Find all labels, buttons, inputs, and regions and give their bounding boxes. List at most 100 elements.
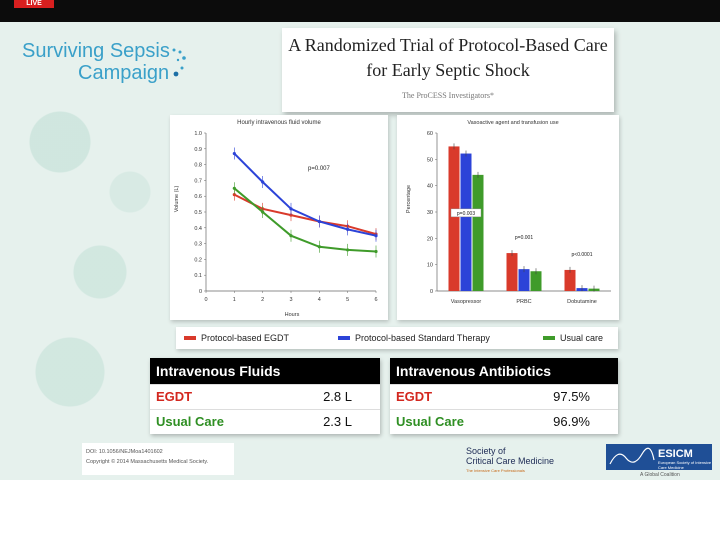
line-chart-y-tick-label: 0.9 xyxy=(194,147,202,153)
line-chart-x-tick-label: 4 xyxy=(318,297,321,303)
line-point xyxy=(346,227,350,231)
bar-2 xyxy=(472,174,484,291)
line-point xyxy=(289,213,293,217)
line-chart-y-tick-label: 0.7 xyxy=(194,178,202,184)
legend-swatch-standard xyxy=(338,336,350,340)
bar-2 xyxy=(530,271,542,291)
line-point xyxy=(261,210,265,214)
line-chart-y-tick-label: 0.1 xyxy=(194,273,202,279)
line-chart-y-tick-label: 0.6 xyxy=(194,194,202,200)
line-chart-y-tick-label: 0.2 xyxy=(194,257,202,263)
presentation-slide: Surviving Sepsis Campaign A Randomized T… xyxy=(0,22,720,480)
bar-0 xyxy=(564,269,576,291)
line-chart-pvalue: p=0.007 xyxy=(308,166,331,172)
antibiotics-label-egdt: EGDT xyxy=(396,389,433,404)
legend-item-standard: Protocol-based Standard Therapy xyxy=(338,333,490,343)
bar-pvalue-label: p<0.0001 xyxy=(572,252,593,258)
bar-chart-y-tick-label: 30 xyxy=(427,210,433,216)
slide-title-box: A Randomized Trial of Protocol-Based Car… xyxy=(282,28,614,112)
esicm-logo: ESICM European Society of Intensive Care… xyxy=(606,444,712,470)
bar-pvalue-label: p=0.001 xyxy=(515,235,533,241)
live-badge: LIVE xyxy=(14,0,54,8)
bar-0 xyxy=(448,146,460,291)
antibiotics-table: Intravenous Antibiotics EGDT 97.5% Usual… xyxy=(390,358,618,434)
line-point xyxy=(374,249,378,254)
esicm-name: ESICM xyxy=(658,448,693,460)
antibiotics-row-usual: Usual Care 96.9% xyxy=(390,409,618,434)
sccm-tagline: The Intensive Care Professionals xyxy=(466,468,525,473)
antibiotics-table-header: Intravenous Antibiotics xyxy=(390,358,618,384)
authors: The ProCESS Investigators* xyxy=(402,91,494,100)
line-chart-y-tick-label: 0.4 xyxy=(194,226,202,232)
line-chart-x-tick-label: 5 xyxy=(346,297,349,303)
fluids-row-egdt: EGDT 2.8 L xyxy=(150,384,380,409)
bar-0 xyxy=(506,253,518,291)
line-chart-y-tick-label: 0 xyxy=(199,289,202,295)
line-point xyxy=(374,234,378,238)
brand-line1: Surviving Sepsis xyxy=(22,40,170,62)
sccm-line1: Society of xyxy=(466,446,506,456)
antibiotics-row-egdt: EGDT 97.5% xyxy=(390,384,618,409)
vasoactive-chart-panel: Vasoactive agent and transfusion use Per… xyxy=(397,115,619,320)
logo-dots-icon xyxy=(172,48,186,77)
fluids-row-usual: Usual Care 2.3 L xyxy=(150,409,380,434)
antibiotics-value-egdt: 97.5% xyxy=(553,389,590,404)
sccm-logo: Society of Critical Care Medicine The In… xyxy=(466,446,586,476)
bar-chart-y-tick-label: 50 xyxy=(427,157,433,163)
fluids-value-egdt: 2.8 L xyxy=(323,389,352,404)
legend-label-usual: Usual care xyxy=(560,333,604,343)
bar-1 xyxy=(518,269,530,291)
esicm-subtitle: European Society of Intensive Care Medic… xyxy=(658,460,712,470)
bar-chart-y-tick-label: 10 xyxy=(427,263,433,269)
bar-pvalue-label: p=0.003 xyxy=(457,211,475,217)
bar-chart-y-tick-label: 60 xyxy=(427,131,433,137)
line-series-1 xyxy=(233,152,377,237)
slide-title-line1: A Randomized Trial of Protocol-Based Car… xyxy=(288,35,608,55)
video-top-bar: LIVE xyxy=(0,0,720,22)
fluids-label-egdt: EGDT xyxy=(156,389,193,404)
surviving-sepsis-logo: Surviving Sepsis Campaign xyxy=(22,40,170,84)
line-point xyxy=(289,234,293,238)
chart-legend: Protocol-based EGDT Protocol-based Stand… xyxy=(176,327,618,349)
line-point xyxy=(346,248,350,252)
line-chart-y-tick-label: 0.3 xyxy=(194,242,202,248)
legend-label-egdt: Protocol-based EGDT xyxy=(201,333,290,343)
line-chart-x-tick-label: 2 xyxy=(261,297,264,303)
fluid-volume-line-chart: Hourly intravenous fluid volume Volume (… xyxy=(174,120,378,318)
bar-chart-y-tick-label: 20 xyxy=(427,236,433,242)
line-point xyxy=(289,207,293,211)
line-point xyxy=(232,151,236,156)
bar-category-label: PRBC xyxy=(516,299,531,305)
esicm-tagline: A Global Coalition xyxy=(640,472,680,478)
legend-swatch-egdt xyxy=(184,336,196,340)
line-chart-y-tick-label: 0.5 xyxy=(194,210,202,216)
line-chart-title: Hourly intravenous fluid volume xyxy=(237,120,321,126)
line-chart-ylabel: Volume (L) xyxy=(174,186,180,213)
bar-1 xyxy=(460,153,472,291)
fluids-table-header: Intravenous Fluids xyxy=(150,358,380,384)
brand-line2: Campaign xyxy=(78,62,170,84)
bar-chart-y-tick-label: 40 xyxy=(427,184,433,190)
slide-title-line2: for Early Septic Shock xyxy=(366,60,530,80)
bar-chart-title: Vasoactive agent and transfusion use xyxy=(467,120,558,126)
line-chart-y-tick-label: 1.0 xyxy=(194,131,202,137)
doi-text: DOI: 10.1056/NEJMoa1401602 xyxy=(86,449,163,455)
line-point xyxy=(261,180,265,184)
esicm-wave-icon xyxy=(609,447,655,465)
line-chart-x-tick-label: 3 xyxy=(289,297,292,303)
vasoactive-bar-chart: Vasoactive agent and transfusion use Per… xyxy=(406,120,611,305)
line-chart-xlabel: Hours xyxy=(285,312,300,318)
bar-category-label: Dobutamine xyxy=(567,299,597,305)
antibiotics-label-usual: Usual Care xyxy=(396,414,464,429)
line-series-2 xyxy=(233,187,377,253)
fluid-volume-chart-panel: Hourly intravenous fluid volume Volume (… xyxy=(170,115,388,320)
line-point xyxy=(232,193,236,197)
fluids-value-usual: 2.3 L xyxy=(323,414,352,429)
line-point xyxy=(317,219,321,224)
fluids-table: Intravenous Fluids EGDT 2.8 L Usual Care… xyxy=(150,358,380,434)
line-chart-x-tick-label: 1 xyxy=(233,297,236,303)
line-series-0 xyxy=(233,193,377,236)
copyright-text: Copyright © 2014 Massachusetts Medical S… xyxy=(86,459,209,465)
line-point xyxy=(317,245,321,249)
line-chart-x-tick-label: 6 xyxy=(374,297,377,303)
